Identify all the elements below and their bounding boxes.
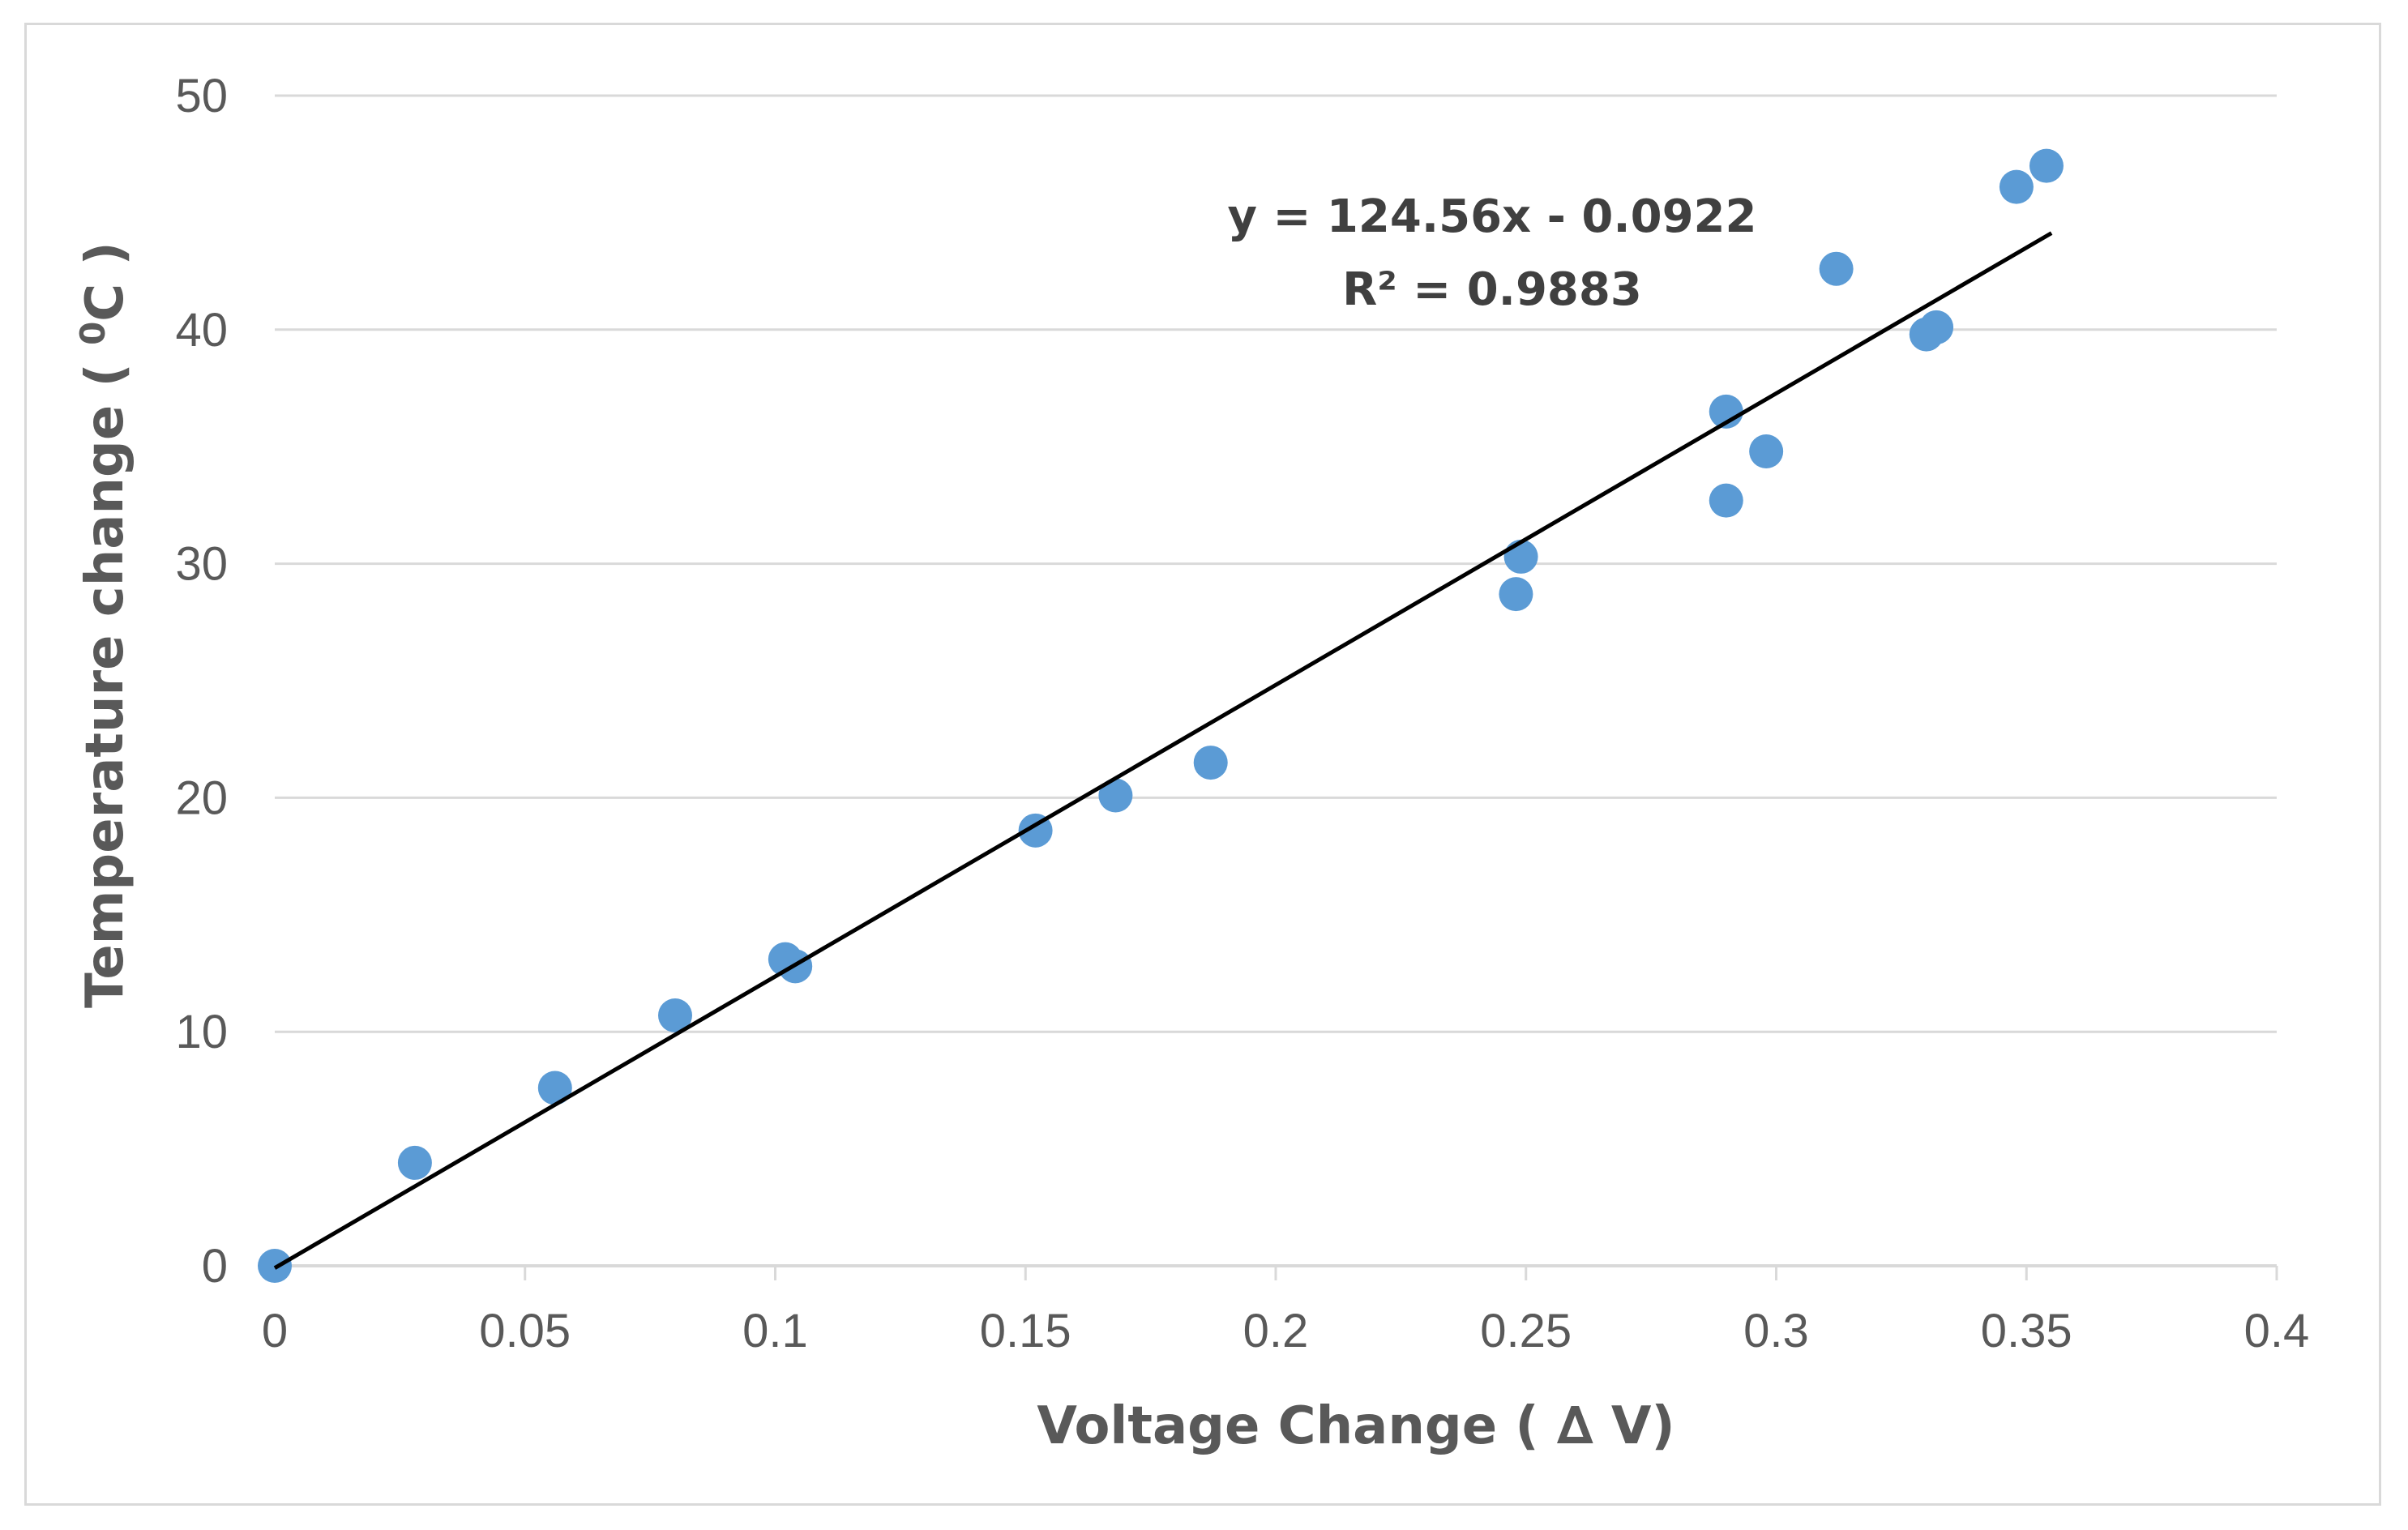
x-tick-label-0.2: 0.2	[1243, 1305, 1309, 1357]
y-axis-title-main: Temperature change (	[75, 345, 135, 1008]
data-point-13	[1709, 483, 1743, 518]
x-tick-label-0.1: 0.1	[742, 1305, 808, 1357]
trendline-r-squared: R² = 0.9883	[1342, 263, 1642, 316]
y-axis-title: Temperature change ( 0C )	[73, 241, 135, 1008]
data-point-17	[1919, 310, 1954, 344]
x-axis-title: Voltage Change ( ∆ V)	[1037, 1396, 1674, 1456]
scatter-chart: 0 10 20 30 40 50 0 0.05 0.1 0.15 0.2 0.25 0.3 0.35 0.…	[73, 70, 2309, 1456]
data-point-9	[1193, 746, 1228, 780]
y-axis-tick-labels: 0 10 20 30 40 50	[175, 70, 228, 1293]
y-axis-title-superscript: 0	[73, 322, 113, 345]
data-point-11	[1503, 539, 1538, 574]
data-point-15	[1819, 251, 1854, 286]
axes	[273, 1264, 2278, 1280]
y-tick-label-50: 50	[175, 70, 228, 122]
y-axis-title-end: C )	[75, 241, 135, 322]
x-tick-label-0.4: 0.4	[2244, 1305, 2310, 1357]
trendline	[273, 231, 2053, 1270]
data-point-10	[1499, 577, 1533, 612]
data-point-4	[658, 998, 692, 1032]
data-point-18	[1999, 169, 2034, 204]
data-point-8	[1098, 778, 1133, 813]
data-point-3	[537, 1071, 572, 1105]
chart-frame: 0 10 20 30 40 50 0 0.05 0.1 0.15 0.2 0.25 0.3 0.35 0.…	[24, 23, 2381, 1506]
x-axis-tick-labels: 0 0.05 0.1 0.15 0.2 0.25 0.3 0.35 0.4	[262, 1305, 2309, 1357]
data-point-2	[397, 1145, 432, 1180]
x-tick-label-0.3: 0.3	[1743, 1305, 1809, 1357]
y-tick-label-20: 20	[175, 771, 228, 824]
data-point-19	[2029, 148, 2064, 183]
data-points	[258, 148, 2064, 1283]
x-tick-label-0.15: 0.15	[980, 1305, 1071, 1357]
x-tick-label-0: 0	[262, 1305, 288, 1357]
x-tick-label-0.05: 0.05	[479, 1305, 571, 1357]
data-point-12	[1709, 394, 1743, 429]
y-tick-label-30: 30	[175, 538, 228, 591]
y-tick-label-10: 10	[175, 1006, 228, 1058]
y-tick-label-40: 40	[175, 304, 228, 357]
data-point-14	[1749, 434, 1784, 468]
trendline-equation: y = 124.56x - 0.0922	[1228, 190, 1757, 243]
x-tick-label-0.35: 0.35	[1981, 1305, 2072, 1357]
x-tick-label-0.25: 0.25	[1480, 1305, 1572, 1357]
y-tick-label-0: 0	[202, 1240, 228, 1293]
